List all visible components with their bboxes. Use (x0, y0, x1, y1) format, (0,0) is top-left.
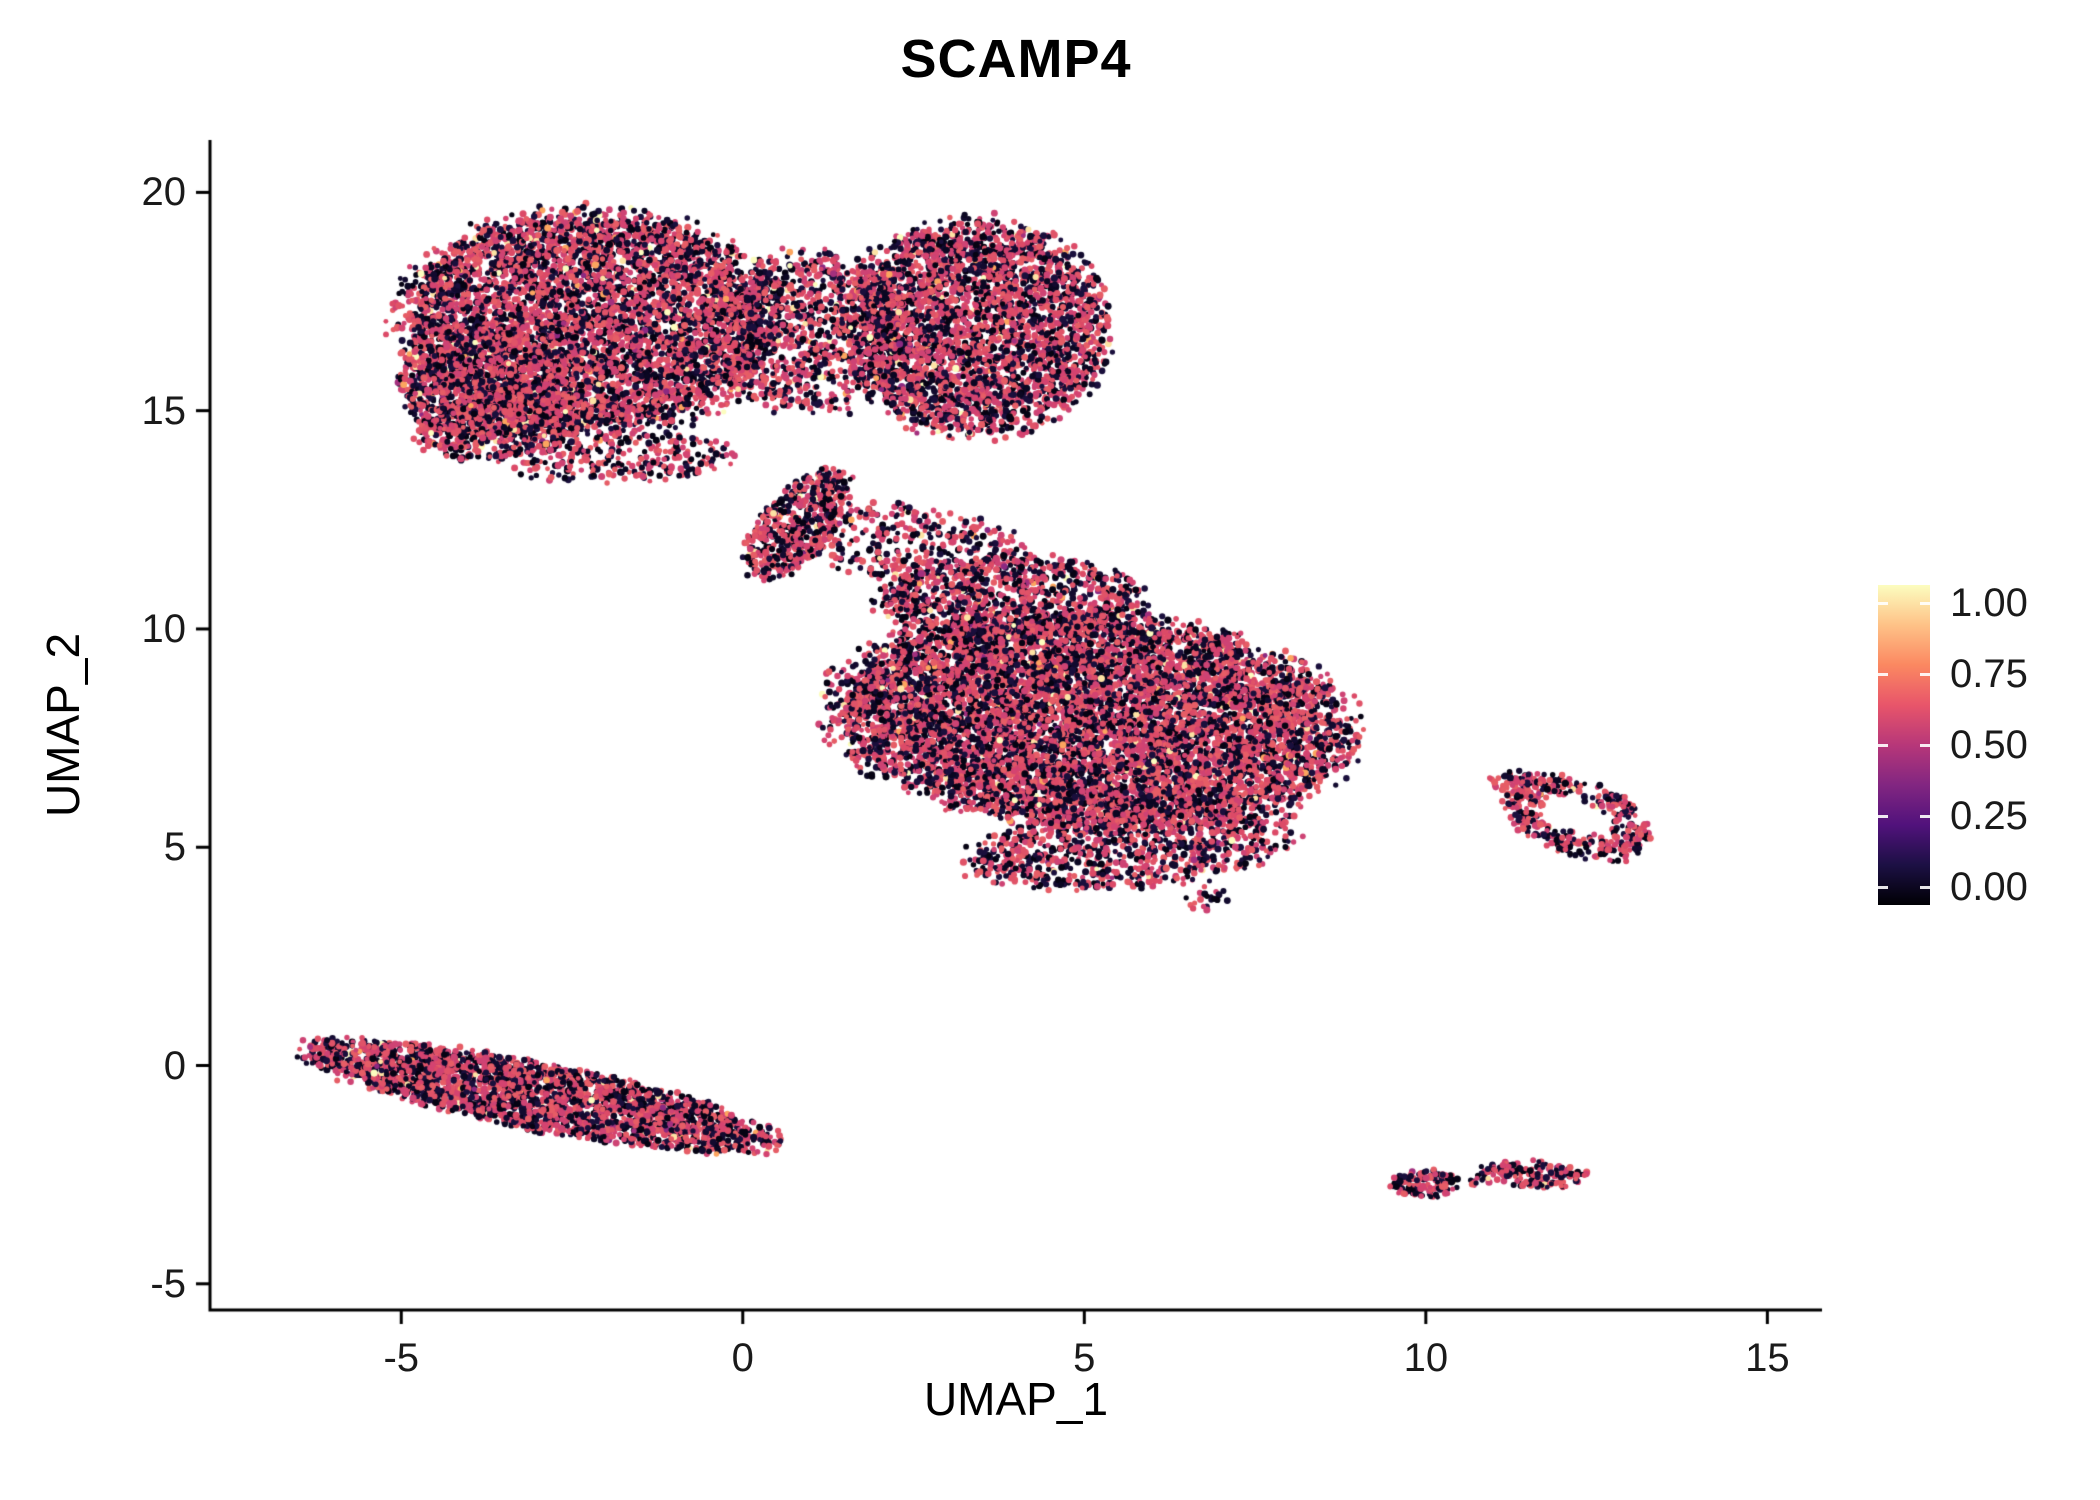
x-axis-label: UMAP_1 (923, 1373, 1109, 1425)
colorbar-tick-mark (1920, 673, 1930, 676)
colorbar-tick-mark (1920, 886, 1930, 889)
colorbar-tick-mark (1920, 602, 1930, 605)
y-tick-label: 15 (141, 388, 187, 433)
colorbar-tick-mark (1878, 673, 1888, 676)
y-tick-label: 5 (163, 825, 186, 870)
y-tick-label: 20 (141, 170, 187, 215)
colorbar-tick-mark (1878, 744, 1888, 747)
x-tick-label: 10 (1403, 1336, 1449, 1380)
colorbar-tick-mark (1878, 815, 1888, 818)
colorbar-tick-mark (1878, 602, 1888, 605)
colorbar-tick-mark (1920, 815, 1930, 818)
y-tick-label: 0 (163, 1043, 186, 1088)
colorbar-tick-mark (1920, 744, 1930, 747)
colorbar-tick-label: 0.25 (1950, 794, 2028, 838)
colorbar-tick-mark (1878, 886, 1888, 889)
x-tick-label: -5 (383, 1336, 420, 1380)
colorbar-tick-label: 1.00 (1950, 581, 2028, 625)
x-tick-label: 15 (1745, 1336, 1790, 1380)
colorbar-tick-label: 0.00 (1950, 865, 2028, 909)
colorbar-tick-label: 0.50 (1950, 723, 2028, 767)
x-tick-label: 0 (731, 1336, 754, 1380)
y-axis-label: UMAP_2 (37, 632, 89, 818)
y-tick-label: -5 (150, 1261, 186, 1306)
y-tick-label: 10 (141, 606, 187, 651)
colorbar-tick-label: 0.75 (1950, 652, 2028, 696)
plot-title: SCAMP4 (900, 29, 1132, 89)
x-tick-label: 5 (1073, 1336, 1096, 1380)
